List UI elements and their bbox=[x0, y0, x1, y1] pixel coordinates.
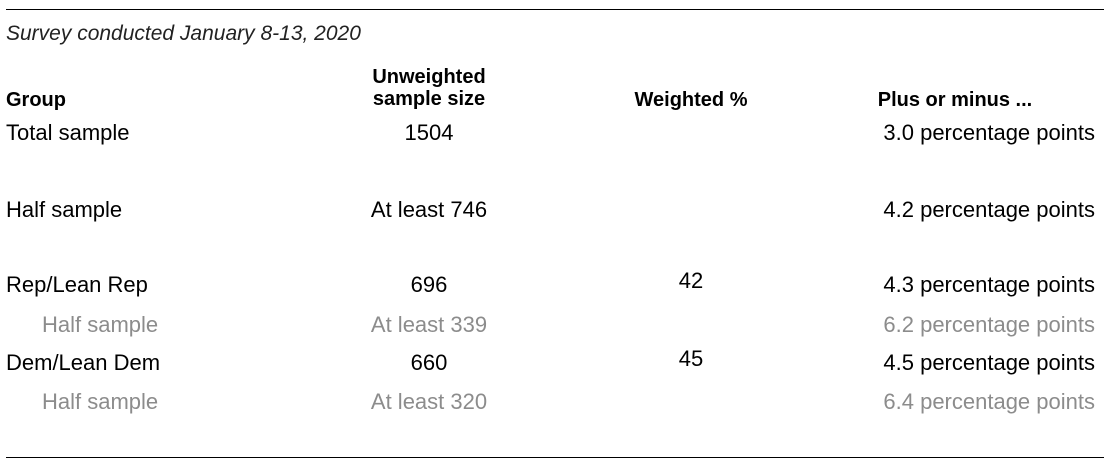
row-rep-half-sample-margin: 6.2 percentage points bbox=[883, 312, 1095, 337]
row-dem-lean-dem-margin: 4.5 percentage points bbox=[883, 350, 1095, 375]
row-total-sample-group: Total sample bbox=[6, 120, 130, 145]
row-half-sample-group: Half sample bbox=[6, 197, 123, 222]
row-dem-half-sample-unweighted: At least 320 bbox=[370, 389, 488, 414]
top-rule bbox=[6, 9, 1104, 10]
header-weighted-percent: Weighted % bbox=[634, 89, 748, 111]
header-unweighted-line2: sample size bbox=[372, 88, 486, 110]
row-total-sample-margin: 3.0 percentage points bbox=[883, 120, 1095, 145]
row-rep-half-sample-unweighted: At least 339 bbox=[370, 312, 488, 337]
row-dem-half-sample-group: Half sample bbox=[42, 389, 159, 414]
header-unweighted-sample-size: Unweighted sample size bbox=[299, 66, 559, 110]
row-half-sample-unweighted: At least 746 bbox=[370, 197, 488, 222]
header-group: Group bbox=[6, 89, 66, 111]
row-rep-lean-rep-group: Rep/Lean Rep bbox=[6, 272, 148, 297]
survey-date-note: Survey conducted January 8-13, 2020 bbox=[6, 22, 361, 45]
row-rep-lean-rep-margin: 4.3 percentage points bbox=[883, 272, 1095, 297]
header-plus-or-minus: Plus or minus ... bbox=[877, 89, 1033, 111]
row-rep-lean-rep-weighted: 42 bbox=[678, 268, 704, 293]
row-dem-lean-dem-unweighted: 660 bbox=[410, 350, 448, 375]
row-dem-lean-dem-group: Dem/Lean Dem bbox=[6, 350, 161, 375]
bottom-rule bbox=[6, 457, 1104, 458]
row-dem-half-sample-margin: 6.4 percentage points bbox=[883, 389, 1095, 414]
row-total-sample-unweighted: 1504 bbox=[404, 120, 454, 145]
row-dem-lean-dem-weighted: 45 bbox=[678, 346, 704, 371]
row-rep-half-sample-group: Half sample bbox=[42, 312, 159, 337]
row-half-sample-margin: 4.2 percentage points bbox=[883, 197, 1095, 222]
row-rep-lean-rep-unweighted: 696 bbox=[410, 272, 448, 297]
header-unweighted-line1: Unweighted bbox=[372, 66, 486, 88]
